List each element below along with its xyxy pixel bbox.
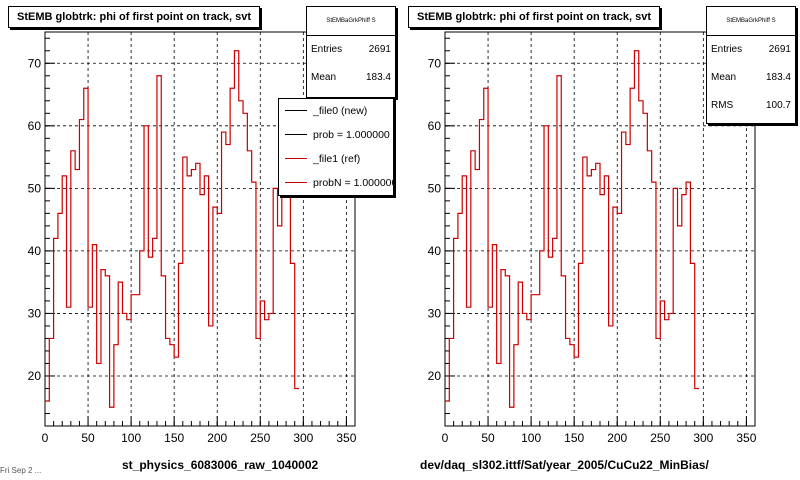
legend-entry: prob = 1.000000 xyxy=(279,123,393,147)
x-tick-label: 300 xyxy=(693,431,713,445)
x-axis-caption: st_physics_6083006_raw_1040002 xyxy=(122,458,319,472)
y-tick-label: 50 xyxy=(428,181,442,195)
stats-row-mean: Mean 183.4 xyxy=(707,64,795,92)
histogram-series xyxy=(445,50,700,408)
x-axis-caption: dev/daq_sl302.ittf/Sat/year_2005/CuCu22_… xyxy=(420,458,709,472)
y-tick-label: 70 xyxy=(28,56,42,70)
legend-swatch xyxy=(285,182,307,183)
stats-label: RMS xyxy=(711,100,734,111)
legend-entry: _file0 (new) xyxy=(279,99,393,123)
chart-title: StEMB globtrk: phi of first point on tra… xyxy=(8,6,261,28)
legend-swatch xyxy=(285,134,307,135)
stats-value: 2691 xyxy=(368,44,391,55)
y-tick-label: 30 xyxy=(28,306,42,320)
x-tick-label: 350 xyxy=(736,431,756,445)
y-tick-label: 30 xyxy=(428,306,442,320)
chart-title: StEMB globtrk: phi of first point on tra… xyxy=(408,6,661,28)
stats-name: StEMBaGrkPhiff S xyxy=(707,7,795,36)
legend: _file0 (new) prob = 1.000000 _file1 (ref… xyxy=(278,98,394,196)
x-tick-label: 200 xyxy=(207,431,227,445)
stats-value: 100.7 xyxy=(765,100,791,111)
x-tick-label: 250 xyxy=(250,431,270,445)
y-tick-label: 40 xyxy=(28,244,42,258)
legend-label: _file0 (new) xyxy=(313,105,368,117)
x-tick-label: 350 xyxy=(336,431,356,445)
x-tick-label: 150 xyxy=(164,431,184,445)
legend-label: _file1 (ref) xyxy=(313,153,361,165)
footer-stamp: Fri Sep 2 ... xyxy=(0,466,42,475)
legend-swatch xyxy=(285,158,307,159)
legend-swatch xyxy=(285,110,307,111)
x-tick-label: 150 xyxy=(564,431,584,445)
y-tick-label: 50 xyxy=(28,181,42,195)
stats-row-entries: Entries 2691 xyxy=(707,36,795,64)
stats-row-mean: Mean 183.4 xyxy=(307,64,395,92)
plot-area-right: 0 50 100 150 200 250 300 350 20 30 40 50 60 70 xyxy=(428,31,757,445)
x-tick-label: 0 xyxy=(442,431,449,445)
x-tick-label: 250 xyxy=(650,431,670,445)
legend-label: prob = 1.000000 xyxy=(313,129,390,141)
stats-value: 2691 xyxy=(768,44,791,55)
histogram-series xyxy=(45,50,300,408)
stats-row-rms: RMS 100.7 xyxy=(707,92,795,120)
stats-label: Entries xyxy=(311,44,343,55)
x-tick-label: 50 xyxy=(81,431,95,445)
stats-box: StEMBaGrkPhiff S Entries 2691 Mean 183.4… xyxy=(706,6,796,124)
histogram-panel-left: 0 50 100 150 200 250 300 350 20 30 40 50 60 70 StEMB … xyxy=(8,6,396,472)
stats-value: 183.4 xyxy=(765,72,791,83)
y-tick-label: 20 xyxy=(28,369,42,383)
stats-label: Entries xyxy=(711,44,743,55)
x-tick-label: 100 xyxy=(121,431,141,445)
y-tick-label: 40 xyxy=(428,244,442,258)
y-tick-label: 60 xyxy=(428,119,442,133)
histogram-panel-right: 0 50 100 150 200 250 300 350 20 30 40 50 60 70 StEMB … xyxy=(400,0,800,480)
y-tick-label: 60 xyxy=(28,119,42,133)
y-tick-label: 20 xyxy=(428,369,442,383)
stats-box: StEMBaGrkPhiff S Entries 2691 Mean 183.4 xyxy=(306,6,396,98)
legend-label: probN = 1.000000 xyxy=(313,177,394,189)
x-tick-label: 50 xyxy=(481,431,495,445)
stats-value: 183.4 xyxy=(365,72,391,83)
y-tick-label: 70 xyxy=(428,56,442,70)
x-tick-label: 0 xyxy=(42,431,49,445)
x-tick-label: 300 xyxy=(293,431,313,445)
stats-name: StEMBaGrkPhiff S xyxy=(307,7,395,36)
x-tick-label: 200 xyxy=(607,431,627,445)
stats-row-entries: Entries 2691 xyxy=(307,36,395,64)
stats-label: Mean xyxy=(711,72,737,83)
stats-label: Mean xyxy=(311,72,337,83)
legend-entry: _file1 (ref) xyxy=(279,147,393,171)
legend-entry: probN = 1.000000 xyxy=(279,171,393,195)
x-tick-label: 100 xyxy=(521,431,541,445)
